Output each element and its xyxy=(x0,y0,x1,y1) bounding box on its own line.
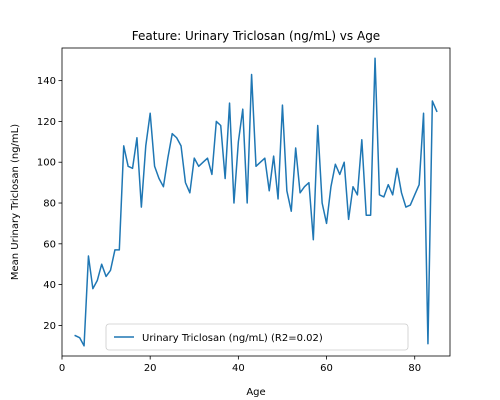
x-tick-label: 80 xyxy=(408,363,421,374)
y-tick-label: 60 xyxy=(43,239,56,250)
x-tick-label: 0 xyxy=(59,363,65,374)
legend-entry-label: Urinary Triclosan (ng/mL) (R2=0.02) xyxy=(142,333,323,344)
plot-frame xyxy=(61,47,451,357)
plot-area: 0 20 40 60 80 20 40 60 80 100 120 140 xyxy=(37,47,451,374)
x-tick-label: 20 xyxy=(144,363,157,374)
series-line-0 xyxy=(74,57,438,347)
y-axis-label: Mean Urinary Triclosan (ng/mL) xyxy=(10,124,21,280)
y-tick-label: 120 xyxy=(37,117,56,128)
x-axis-label: Age xyxy=(246,387,265,398)
x-tick-label: 40 xyxy=(232,363,245,374)
y-tick-label: 20 xyxy=(43,321,56,332)
legend: Urinary Triclosan (ng/mL) (R2=0.02) xyxy=(105,323,409,351)
y-tick-label: 40 xyxy=(43,280,56,291)
legend-box xyxy=(105,323,409,351)
x-tick-label: 60 xyxy=(320,363,333,374)
chart-title: Feature: Urinary Triclosan (ng/mL) vs Ag… xyxy=(132,29,380,43)
y-tick-label: 80 xyxy=(43,199,56,210)
y-tick-label: 100 xyxy=(37,158,56,169)
y-tick-label: 140 xyxy=(37,76,56,87)
